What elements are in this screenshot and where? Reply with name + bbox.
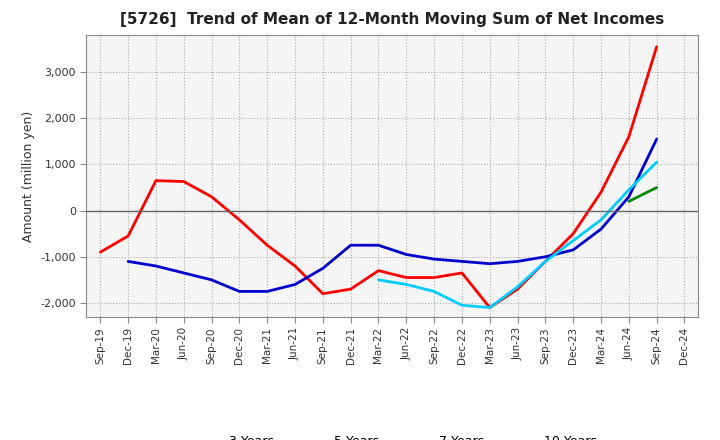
3 Years [597, 190, 606, 195]
3 Years [624, 134, 633, 139]
5 Years [597, 227, 606, 232]
7 Years [374, 277, 383, 282]
5 Years [624, 194, 633, 199]
5 Years [458, 259, 467, 264]
3 Years [96, 249, 104, 255]
7 Years [569, 238, 577, 243]
5 Years [430, 257, 438, 262]
5 Years [569, 247, 577, 253]
3 Years [179, 179, 188, 184]
Y-axis label: Amount (million yen): Amount (million yen) [22, 110, 35, 242]
7 Years [597, 217, 606, 223]
7 Years [541, 259, 550, 264]
Line: 5 Years: 5 Years [128, 139, 657, 291]
5 Years [207, 277, 216, 282]
5 Years [179, 270, 188, 275]
7 Years [430, 289, 438, 294]
3 Years [402, 275, 410, 280]
7 Years [458, 303, 467, 308]
Legend: 3 Years, 5 Years, 7 Years, 10 Years: 3 Years, 5 Years, 7 Years, 10 Years [183, 430, 602, 440]
5 Years [374, 242, 383, 248]
5 Years [346, 242, 355, 248]
Title: [5726]  Trend of Mean of 12-Month Moving Sum of Net Incomes: [5726] Trend of Mean of 12-Month Moving … [120, 12, 665, 27]
3 Years [569, 231, 577, 236]
10 Years [624, 199, 633, 204]
3 Years [513, 286, 522, 292]
3 Years [152, 178, 161, 183]
7 Years [652, 160, 661, 165]
Line: 3 Years: 3 Years [100, 47, 657, 308]
5 Years [402, 252, 410, 257]
3 Years [346, 286, 355, 292]
3 Years [318, 291, 327, 297]
3 Years [541, 259, 550, 264]
5 Years [291, 282, 300, 287]
5 Years [152, 264, 161, 269]
3 Years [291, 264, 300, 269]
3 Years [485, 305, 494, 310]
5 Years [263, 289, 271, 294]
3 Years [430, 275, 438, 280]
7 Years [485, 305, 494, 310]
3 Years [374, 268, 383, 273]
3 Years [263, 242, 271, 248]
5 Years [652, 136, 661, 142]
10 Years [652, 185, 661, 190]
5 Years [541, 254, 550, 260]
5 Years [485, 261, 494, 266]
3 Years [124, 233, 132, 238]
3 Years [207, 194, 216, 199]
5 Years [235, 289, 243, 294]
5 Years [124, 259, 132, 264]
7 Years [402, 282, 410, 287]
5 Years [513, 259, 522, 264]
7 Years [513, 284, 522, 290]
Line: 7 Years: 7 Years [379, 162, 657, 308]
Line: 10 Years: 10 Years [629, 187, 657, 202]
3 Years [458, 270, 467, 275]
5 Years [318, 266, 327, 271]
7 Years [624, 187, 633, 192]
3 Years [235, 217, 243, 223]
3 Years [652, 44, 661, 49]
